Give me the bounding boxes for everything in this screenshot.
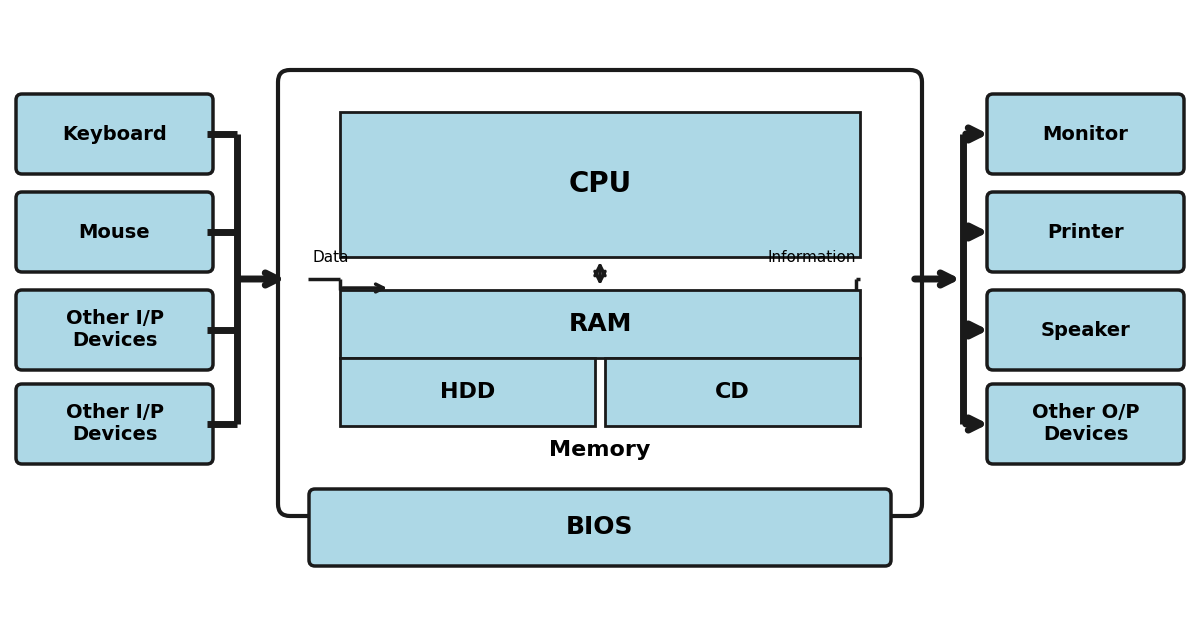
FancyBboxPatch shape bbox=[310, 489, 890, 566]
FancyBboxPatch shape bbox=[986, 290, 1184, 370]
Text: Information: Information bbox=[768, 250, 856, 265]
FancyBboxPatch shape bbox=[16, 94, 214, 174]
Text: Other I/P
Devices: Other I/P Devices bbox=[66, 310, 163, 350]
Text: Data: Data bbox=[312, 250, 348, 265]
Bar bbox=[605, 358, 860, 426]
Text: Other I/P
Devices: Other I/P Devices bbox=[66, 404, 163, 445]
Text: HDD: HDD bbox=[440, 382, 496, 402]
Bar bbox=[340, 358, 595, 426]
Text: Printer: Printer bbox=[1048, 222, 1124, 242]
Text: Mouse: Mouse bbox=[79, 222, 150, 242]
FancyBboxPatch shape bbox=[16, 384, 214, 464]
FancyBboxPatch shape bbox=[986, 384, 1184, 464]
Text: Speaker: Speaker bbox=[1040, 320, 1130, 340]
Text: Other O/P
Devices: Other O/P Devices bbox=[1032, 404, 1139, 445]
Text: CPU: CPU bbox=[569, 170, 631, 198]
FancyBboxPatch shape bbox=[986, 94, 1184, 174]
Bar bbox=[340, 112, 860, 257]
Bar bbox=[340, 290, 860, 358]
FancyBboxPatch shape bbox=[16, 290, 214, 370]
Text: RAM: RAM bbox=[569, 312, 631, 336]
Text: Monitor: Monitor bbox=[1043, 124, 1128, 144]
FancyBboxPatch shape bbox=[986, 192, 1184, 272]
Text: CD: CD bbox=[715, 382, 750, 402]
FancyBboxPatch shape bbox=[16, 192, 214, 272]
Text: Memory: Memory bbox=[550, 440, 650, 460]
Text: BIOS: BIOS bbox=[566, 516, 634, 539]
Text: Keyboard: Keyboard bbox=[62, 124, 167, 144]
FancyBboxPatch shape bbox=[278, 70, 922, 516]
